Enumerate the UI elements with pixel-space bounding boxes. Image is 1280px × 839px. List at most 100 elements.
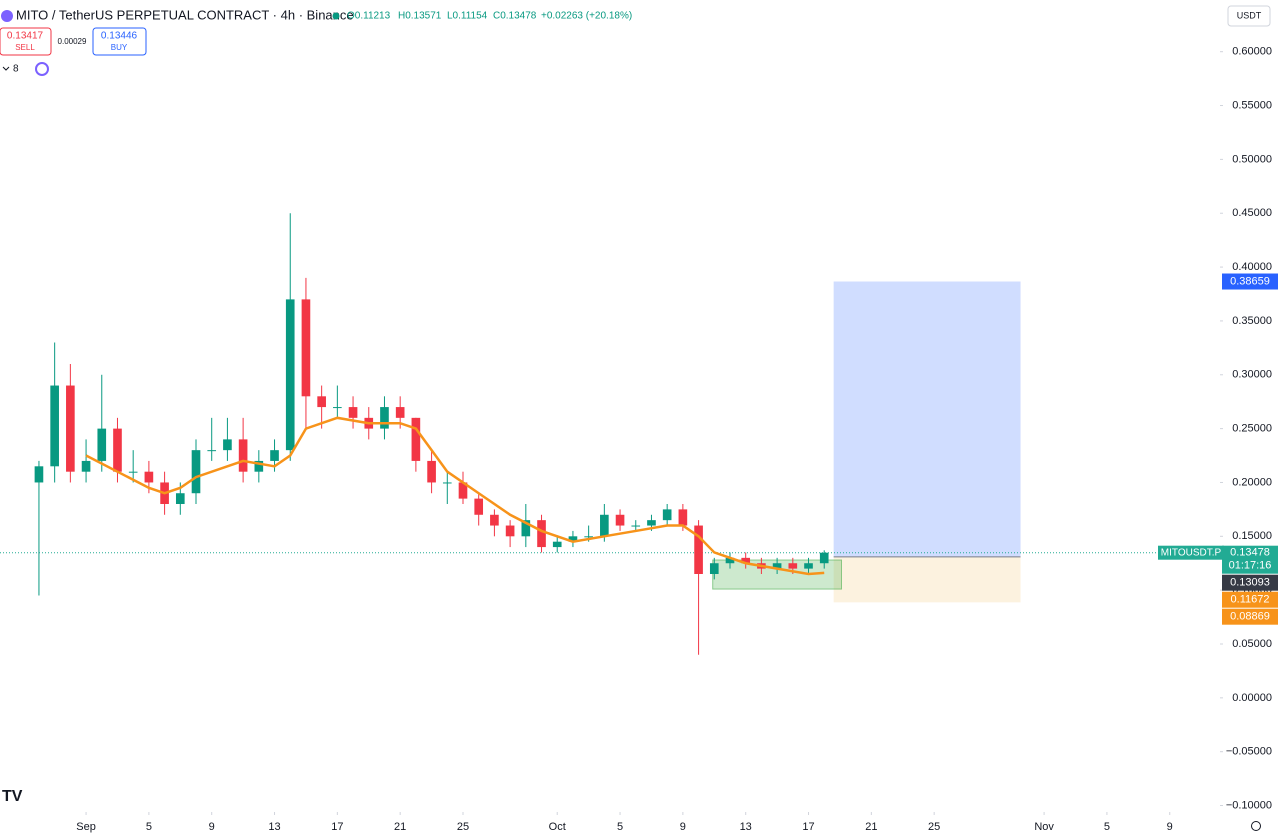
buy-button[interactable] (92, 27, 147, 56)
candle-body (474, 498, 484, 515)
candle-body (395, 407, 405, 418)
x-tick-label: 21 (394, 821, 406, 833)
y-tick-label: 0.25000 (1232, 423, 1272, 435)
target-zone (833, 281, 1021, 557)
y-tick-label: 0.60000 (1232, 46, 1272, 58)
sell-button[interactable] (0, 27, 52, 56)
ohlc-value: +0.02263 (+20.18%) (541, 11, 632, 22)
y-tick-label: 0.35000 (1232, 315, 1272, 327)
indicator-count[interactable]: 8 (13, 64, 19, 75)
candle-body (66, 385, 75, 472)
candle-body (50, 385, 59, 467)
price-marker (1222, 591, 1278, 608)
candle-body (678, 509, 688, 526)
x-tick-label: 25 (457, 821, 469, 833)
candle-body (348, 407, 358, 418)
x-tick-label: 5 (1104, 821, 1110, 833)
buy-price[interactable]: 0.13446 (101, 31, 138, 42)
x-tick-label: 13 (740, 821, 752, 833)
settings-icon[interactable] (1251, 821, 1261, 831)
x-tick-label: 9 (680, 821, 686, 833)
candle-body (631, 525, 641, 527)
candle-body (270, 450, 279, 461)
status-dot (332, 12, 340, 20)
price-marker (1222, 608, 1278, 625)
price-marker-label: 0.08869 (1230, 611, 1270, 623)
x-tick-label: 5 (617, 821, 623, 833)
sell-price[interactable]: 0.13417 (7, 31, 44, 42)
y-tick-label: 0.20000 (1232, 476, 1272, 488)
y-tick-label: 0.50000 (1232, 153, 1272, 165)
chevron[interactable] (2, 66, 10, 71)
candle-body (725, 557, 735, 564)
ohlc-legend: O0.11213 H0.13571 L0.11154 C0.13478 +0.02263… (347, 11, 632, 22)
candle-body (537, 520, 546, 548)
y-tick-label: 0.45000 (1232, 207, 1272, 219)
symbol-label: MITOUSDT.P (1161, 547, 1222, 558)
y-tick-label: −0.10000 (1226, 799, 1272, 811)
candle-body (584, 536, 593, 538)
candle-body (741, 557, 751, 564)
candle-body (458, 482, 468, 499)
indicator-icon[interactable] (35, 62, 49, 76)
x-tick-label: 9 (1167, 821, 1173, 833)
candle-body (97, 428, 107, 461)
candle-body (238, 439, 248, 472)
candle-body (128, 471, 138, 473)
y-tick-label: −0.05000 (1226, 746, 1272, 758)
logo: TV (2, 788, 23, 805)
y-tick-label: 0.30000 (1232, 369, 1272, 381)
ohlc-value: H0.13571 (398, 11, 442, 22)
candle-body (427, 460, 436, 483)
price-marker (1222, 574, 1278, 591)
y-tick-label: 0.55000 (1232, 99, 1272, 111)
candle-body (442, 482, 452, 484)
candle-body (301, 299, 311, 397)
ohlc-value: O0.11213 (347, 11, 391, 22)
x-tick-label: 17 (331, 821, 343, 833)
y-tick-label: 0.05000 (1232, 638, 1272, 650)
x-tick-label: Sep (76, 821, 96, 833)
x-tick-label: 9 (209, 821, 215, 833)
candle-body (647, 520, 656, 526)
candle-body (505, 525, 515, 537)
buy-label[interactable]: BUY (111, 43, 128, 52)
x-tick-label: Nov (1034, 821, 1054, 833)
ohlc-value: L0.11154 (447, 11, 488, 22)
candle-body (819, 552, 829, 564)
candle-body (788, 563, 798, 569)
moving-average (85, 416, 825, 576)
candle-body (490, 514, 499, 526)
currency-button[interactable] (1227, 5, 1271, 27)
ohlc-value: C0.13478 (493, 11, 537, 22)
x-tick-label: 25 (928, 821, 940, 833)
symbol-title: MITO / TetherUS PERPETUAL CONTRACT · 4h … (16, 7, 354, 22)
last-price-box (1222, 545, 1278, 574)
price-marker-label: 0.11672 (1231, 594, 1270, 606)
y-tick-label: 0.40000 (1232, 261, 1272, 273)
x-tick-label: 5 (146, 821, 152, 833)
symbol-icon (1, 10, 13, 22)
sell-label[interactable]: SELL (15, 43, 35, 52)
candle-body (191, 450, 201, 494)
x-tick-label: 21 (865, 821, 877, 833)
candle-body (694, 525, 703, 574)
candle-body (600, 514, 609, 537)
price-marker-label: 0.13093 (1230, 577, 1270, 589)
candle-body (113, 428, 122, 472)
candle-body (772, 563, 782, 569)
x-tick-label: 17 (802, 821, 814, 833)
candle-body (521, 520, 531, 537)
candle-body (333, 407, 342, 409)
price-marker-label: 0.38659 (1230, 275, 1270, 287)
y-tick-label: 0.15000 (1232, 530, 1272, 542)
x-tick-label: 13 (268, 821, 280, 833)
candle-body (662, 509, 672, 521)
candle-body (34, 466, 44, 483)
candle-body (254, 460, 264, 472)
candle-body (81, 460, 91, 472)
currency[interactable]: USDT (1237, 10, 1262, 20)
candle-body (709, 563, 719, 574)
